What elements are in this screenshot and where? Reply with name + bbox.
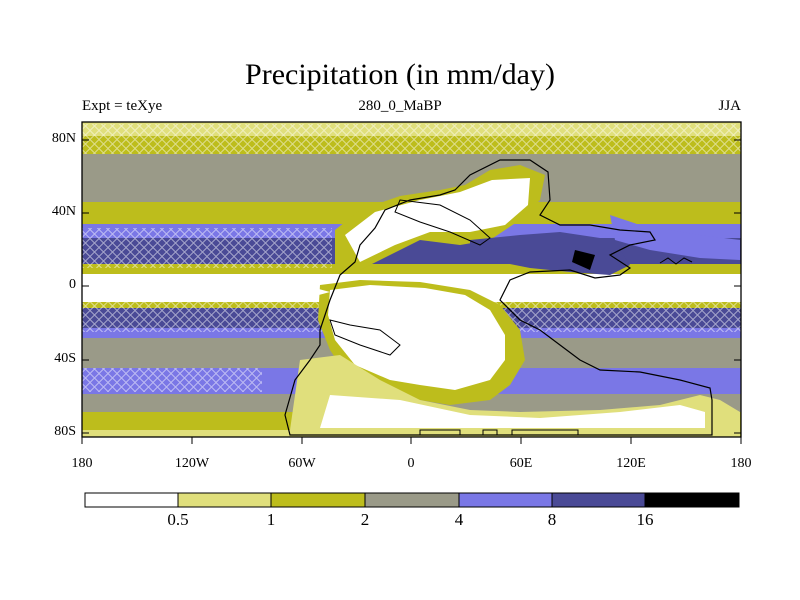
colorbar-label: 8 — [547, 510, 557, 529]
lon-tick-label: 120W — [174, 456, 210, 471]
colorbar-bin-1 — [85, 493, 178, 507]
lat-tick-label: 40S — [54, 351, 76, 366]
colorbar — [84, 492, 740, 508]
lat-tick-label: 80N — [51, 131, 76, 146]
lon-tick-label: 180 — [71, 456, 93, 471]
lon-tick-label: 120E — [616, 456, 646, 471]
colorbar-bin-6 — [552, 493, 645, 507]
lon-tick-label: 0 — [407, 456, 415, 471]
precipitation-field — [82, 122, 741, 437]
colorbar-label: 1 — [266, 510, 276, 529]
season-label: JJA — [718, 98, 741, 114]
colorbar-bin-3 — [271, 493, 365, 507]
colorbar-bin-4 — [365, 493, 459, 507]
axis-ticks — [81, 139, 742, 444]
period-label: 280_0_MaBP — [358, 98, 442, 114]
plot-title: Precipitation (in mm/day) — [245, 58, 555, 91]
experiment-label: Expt = teXye — [82, 98, 163, 114]
colorbar-label: 16 — [636, 510, 654, 529]
lon-tick-label: 60W — [288, 456, 316, 471]
colorbar-label: 4 — [454, 510, 464, 529]
colorbar-bin-2 — [178, 493, 271, 507]
lon-tick-label: 180 — [730, 456, 752, 471]
lon-tick-label: 60E — [509, 456, 533, 471]
colorbar-bin-5 — [459, 493, 552, 507]
colorbar-label: 0.5 — [167, 510, 189, 529]
lat-tick-label: 40N — [51, 204, 76, 219]
lat-tick-label: 0 — [69, 277, 76, 292]
colorbar-bin-7 — [645, 493, 739, 507]
colorbar-label: 2 — [360, 510, 370, 529]
lat-tick-label: 80S — [54, 424, 76, 439]
